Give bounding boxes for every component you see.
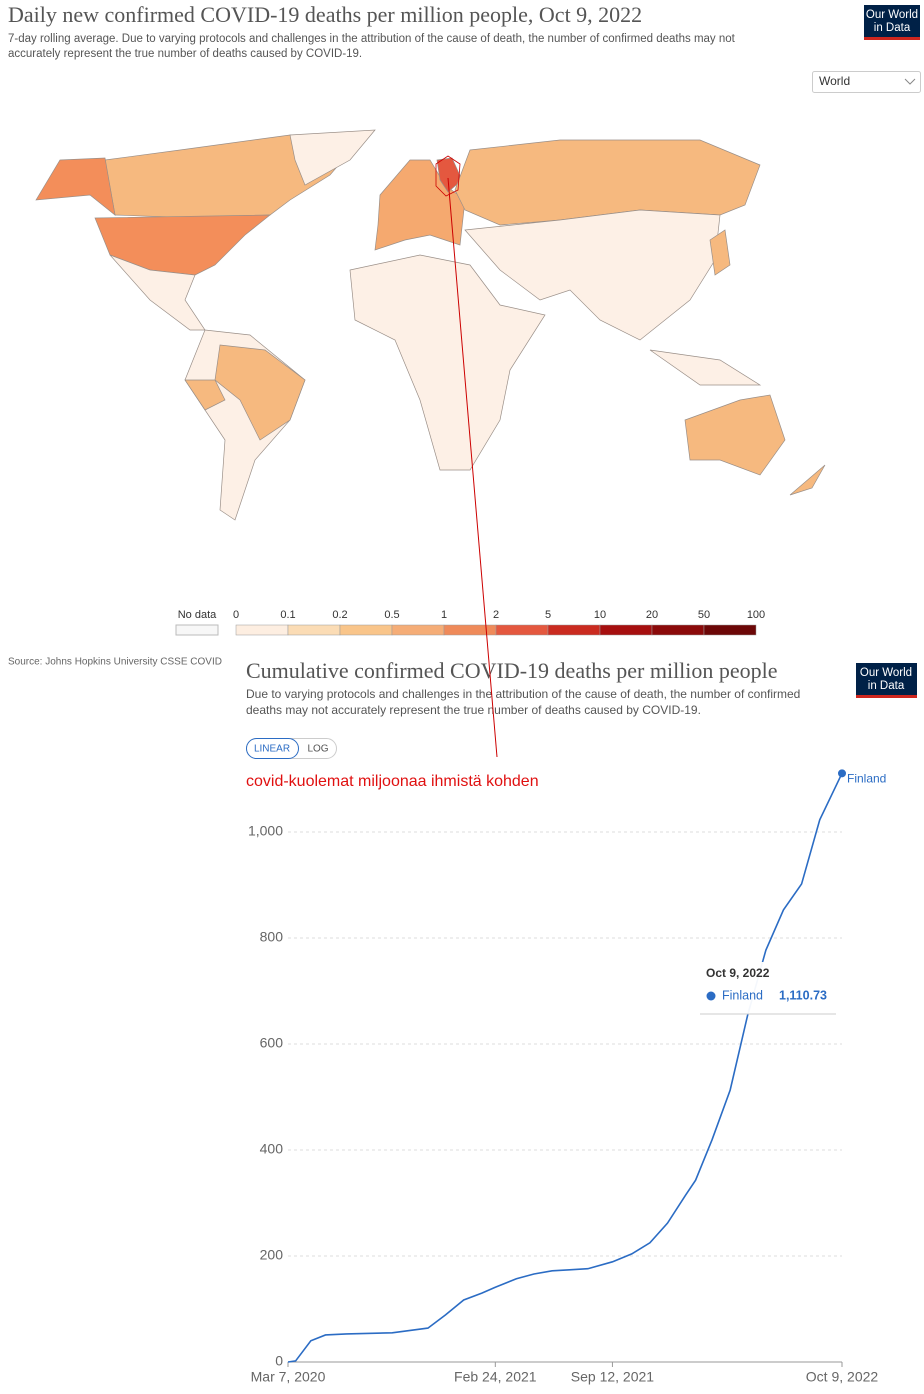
country[interactable]: [184, 379, 226, 411]
map-subtitle: accurately represent the true number of …: [8, 48, 362, 60]
tooltip-title: Oct 9, 2022: [706, 966, 770, 980]
country[interactable]: [464, 209, 721, 341]
x-tick-label: Sep 12, 2021: [571, 1369, 655, 1385]
country[interactable]: [35, 157, 116, 216]
logo[interactable]: Our World in Data: [864, 5, 920, 40]
country[interactable]: [214, 344, 306, 441]
logo-box: [864, 5, 920, 40]
legend-swatch: [287, 624, 341, 636]
map-title: Daily new confirmed COVID-19 deaths per …: [8, 2, 642, 27]
legend-swatch: [339, 624, 393, 636]
legend-swatch: [443, 624, 497, 636]
series-label: Finland: [847, 771, 886, 785]
country[interactable]: [349, 254, 546, 471]
no-data-label: No data: [178, 609, 217, 621]
y-tick-label: 200: [260, 1247, 284, 1263]
x-tick-label: Mar 7, 2020: [251, 1369, 326, 1385]
logo-box: [856, 663, 917, 698]
annotation-line: [447, 177, 498, 758]
chart-subtitle: deaths may not accurately represent the …: [246, 703, 701, 717]
annotation-outline: [435, 155, 461, 197]
tooltip-value: 1,110.73: [779, 988, 827, 1002]
country[interactable]: [289, 129, 376, 186]
legend-tick-label: 0.5: [384, 609, 399, 621]
legend-swatch: [235, 624, 289, 636]
y-tick-label: 800: [260, 929, 284, 945]
y-tick-label: 600: [260, 1035, 284, 1051]
country[interactable]: [436, 157, 463, 193]
x-tick-label: Oct 9, 2022: [806, 1369, 879, 1385]
x-tick-label: Feb 24, 2021: [454, 1369, 537, 1385]
chart-title: Cumulative confirmed COVID-19 deaths per…: [246, 658, 778, 683]
y-tick-label: 400: [260, 1141, 284, 1157]
legend-tick-label: 5: [545, 609, 551, 621]
no-data-swatch: [175, 624, 219, 636]
legend-swatch: [495, 624, 549, 636]
logo-text: Our World: [866, 9, 918, 21]
legend-tick-label: 20: [646, 609, 658, 621]
toggle-linear[interactable]: [246, 738, 299, 759]
logo-text: in Data: [868, 680, 905, 692]
legend-swatch: [651, 624, 705, 636]
data-line: [287, 772, 843, 1363]
country[interactable]: [789, 464, 826, 496]
select-box: [812, 71, 921, 93]
logo[interactable]: Our World in Data: [856, 663, 917, 698]
logo-stripe: [864, 37, 920, 40]
tooltip-swatch: [706, 991, 716, 1001]
legend-tick-label: 2: [493, 609, 499, 621]
legend-swatch: [547, 624, 601, 636]
select-arrow: [904, 78, 916, 85]
legend-tick-label: 10: [594, 609, 606, 621]
region-select[interactable]: World: [812, 71, 921, 93]
toggle-label[interactable]: LINEAR: [254, 744, 290, 755]
logo-stripe: [856, 695, 917, 698]
legend-swatch: [391, 624, 445, 636]
map-source: Source: Johns Hopkins University CSSE CO…: [8, 657, 222, 668]
y-tick-label: 0: [275, 1353, 283, 1369]
legend-tick-label: 0.1: [280, 609, 295, 621]
tooltip-series: Finland: [722, 988, 763, 1002]
select-value: World: [819, 74, 850, 88]
end-point: [838, 769, 846, 778]
legend-swatch: [703, 624, 757, 636]
legend-tick-label: 1: [441, 609, 447, 621]
legend-swatch: [599, 624, 653, 636]
legend-tick-label: 0.2: [332, 609, 347, 621]
country[interactable]: [649, 349, 762, 386]
logo-text: Our World: [860, 667, 912, 679]
chart-subtitle: Due to varying protocols and challenges …: [246, 687, 800, 701]
country[interactable]: [709, 229, 731, 276]
legend-tick-label: 50: [698, 609, 710, 621]
map-subtitle: 7-day rolling average. Due to varying pr…: [8, 33, 736, 45]
legend-tick-label: 0: [233, 609, 239, 621]
tooltip: Oct 9, 2022 Finland 1,110.73: [700, 962, 836, 1015]
country[interactable]: [454, 139, 761, 226]
y-tick-label: 1,000: [248, 823, 283, 839]
annotation: covid-kuolemat miljoonaa ihmistä kohden: [246, 773, 539, 790]
country[interactable]: [109, 254, 206, 331]
map-legend: No data 0 0.1 0.2 0.5 1 2 5 10 20 50 100: [175, 609, 765, 636]
legend-tick-label: 100: [747, 609, 765, 621]
toggle-label[interactable]: LOG: [307, 744, 328, 755]
world-map: [35, 129, 826, 521]
logo-text: in Data: [874, 22, 911, 34]
scale-toggle: LINEAR LOG: [246, 738, 337, 759]
country[interactable]: [684, 394, 786, 476]
tooltip-box: [700, 962, 836, 1014]
plot: 0 200 400 600 800 1,000 Mar 7, 2020 Feb 24, 202…: [248, 769, 886, 1385]
